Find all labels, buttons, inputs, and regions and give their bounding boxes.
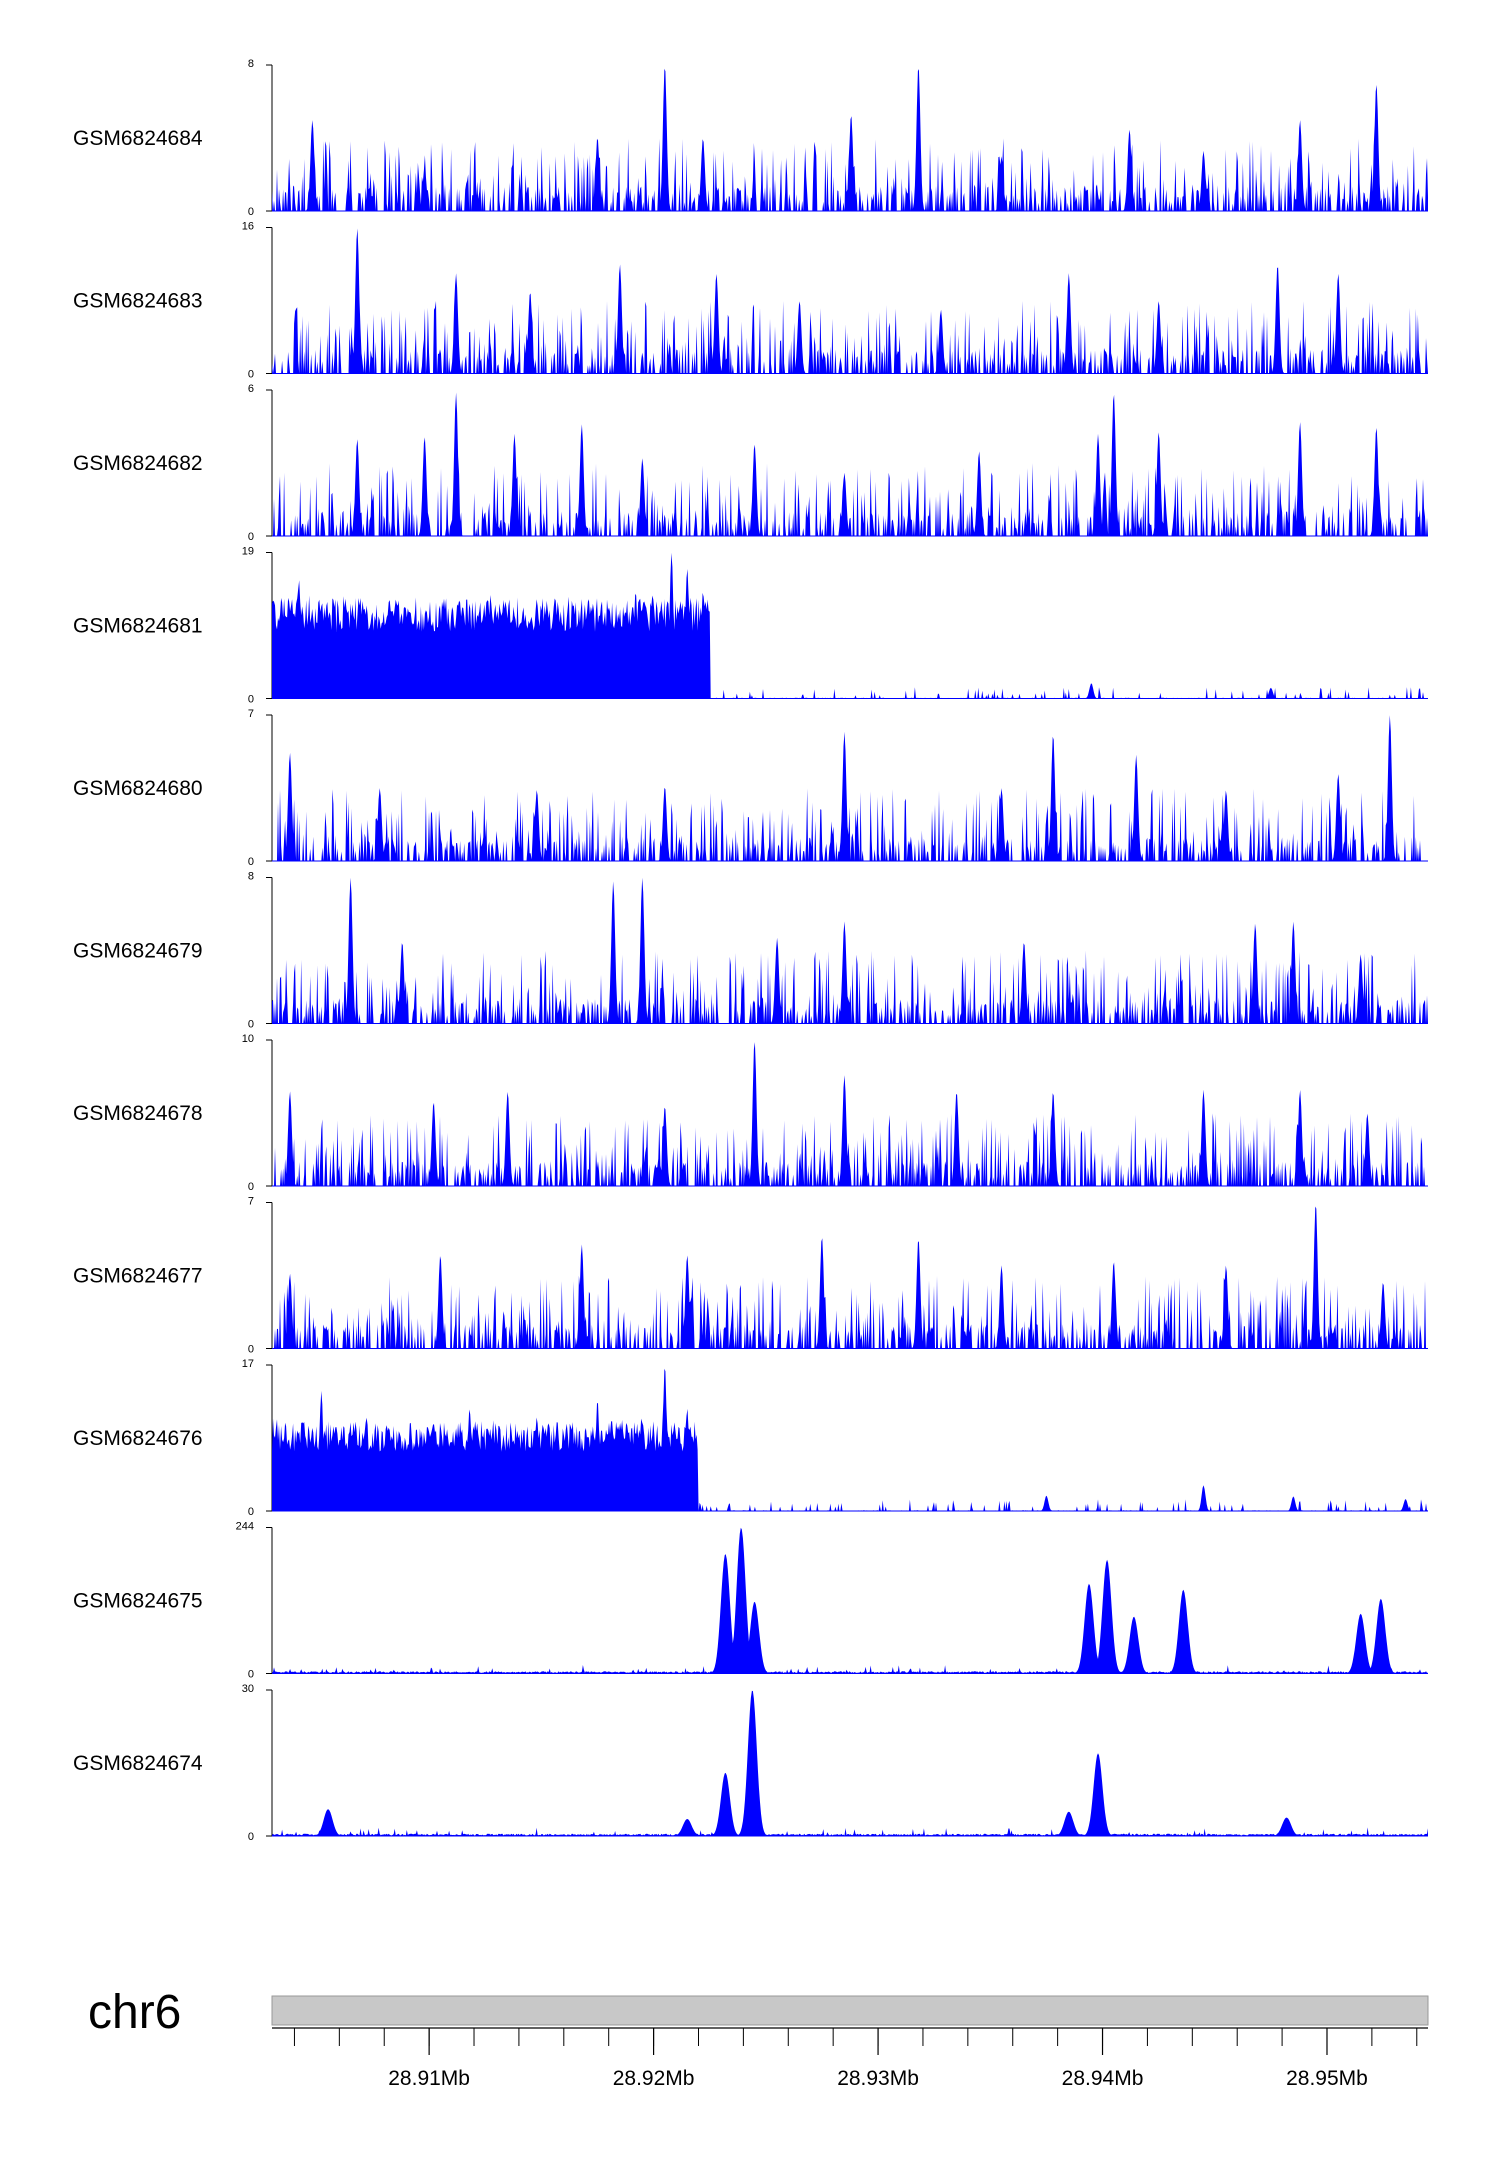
y-tick-label: 0 xyxy=(248,531,254,543)
coverage-area xyxy=(272,715,1428,861)
coverage-area xyxy=(272,1042,1428,1186)
coverage-area xyxy=(272,1368,1428,1511)
y-tick-label: 244 xyxy=(236,1521,254,1533)
y-tick-label: 0 xyxy=(248,369,254,381)
coverage-area xyxy=(272,877,1428,1024)
x-tick-label: 28.93Mb xyxy=(837,2067,919,2090)
y-tick-label: 30 xyxy=(242,1683,254,1695)
track-label: GSM6824678 xyxy=(73,1102,203,1125)
y-tick-label: 16 xyxy=(242,221,254,233)
y-tick-label: 8 xyxy=(248,871,254,883)
track-label: GSM6824674 xyxy=(73,1752,203,1775)
x-tick-label: 28.92Mb xyxy=(613,2067,695,2090)
track-GSM6824674: GSM6824674 30 0 xyxy=(73,1683,1428,1843)
y-tick-label: 0 xyxy=(248,1019,254,1031)
track-GSM6824684: GSM6824684 8 0 xyxy=(73,58,1428,218)
y-tick-label: 0 xyxy=(248,1831,254,1843)
coverage-area xyxy=(272,552,1428,699)
y-tick-label: 8 xyxy=(248,58,254,70)
track-GSM6824675: GSM6824675 244 0 xyxy=(73,1521,1428,1681)
track-label: GSM6824680 xyxy=(73,777,203,800)
track-label: GSM6824675 xyxy=(73,1590,203,1613)
track-label: GSM6824679 xyxy=(73,940,203,963)
coverage-area xyxy=(272,1206,1428,1349)
coverage-area xyxy=(272,392,1428,536)
coverage-area xyxy=(272,1527,1428,1674)
y-tick-label: 17 xyxy=(242,1358,254,1370)
track-label: GSM6824677 xyxy=(73,1265,203,1288)
track-label: GSM6824682 xyxy=(73,452,203,475)
y-tick-label: 0 xyxy=(248,1669,254,1681)
y-tick-label: 0 xyxy=(248,1506,254,1518)
track-label: GSM6824683 xyxy=(73,290,203,313)
x-tick-label: 28.94Mb xyxy=(1062,2067,1144,2090)
y-tick-label: 7 xyxy=(248,708,254,720)
x-tick-label: 28.91Mb xyxy=(388,2067,470,2090)
y-tick-label: 10 xyxy=(242,1033,254,1045)
track-GSM6824683: GSM6824683 16 0 xyxy=(73,221,1428,381)
chromosome-ideogram xyxy=(271,1995,1429,2026)
track-label: GSM6824676 xyxy=(73,1427,203,1450)
y-tick-label: 0 xyxy=(248,1344,254,1356)
coverage-area xyxy=(272,228,1428,374)
data-tracks: GSM682468480GSM6824683160GSM682468260GSM… xyxy=(73,58,1428,1843)
y-tick-label: 0 xyxy=(248,1181,254,1193)
track-GSM6824676: GSM6824676 17 0 xyxy=(73,1358,1428,1518)
track-GSM6824680: GSM6824680 7 0 xyxy=(73,708,1428,868)
coverage-area xyxy=(272,68,1428,211)
track-label: GSM6824684 xyxy=(73,127,203,150)
y-tick-label: 0 xyxy=(248,206,254,218)
track-GSM6824681: GSM6824681 19 0 xyxy=(73,546,1428,706)
track-GSM6824678: GSM6824678 10 0 xyxy=(73,1033,1428,1193)
coverage-area xyxy=(272,1690,1428,1836)
y-tick-label: 0 xyxy=(248,856,254,868)
track-GSM6824682: GSM6824682 6 0 xyxy=(73,383,1428,543)
track-label: GSM6824681 xyxy=(73,615,203,638)
y-tick-label: 0 xyxy=(248,694,254,706)
chromosome-label: chr6 xyxy=(88,1986,181,2039)
track-GSM6824679: GSM6824679 8 0 xyxy=(73,871,1428,1031)
axis-ticks: 28.91Mb 28.92Mb 28.93Mb 28.94Mb 28.95Mb xyxy=(293,2028,1418,2090)
x-tick-label: 28.95Mb xyxy=(1286,2067,1368,2090)
genome-axis: chr6 28.91Mb 28.92Mb 28.93Mb 28.94Mb 28.95Mb xyxy=(88,1986,1429,2090)
y-tick-label: 7 xyxy=(248,1196,254,1208)
track-GSM6824677: GSM6824677 7 0 xyxy=(73,1196,1428,1356)
y-tick-label: 6 xyxy=(248,383,254,395)
y-tick-label: 19 xyxy=(242,546,254,558)
